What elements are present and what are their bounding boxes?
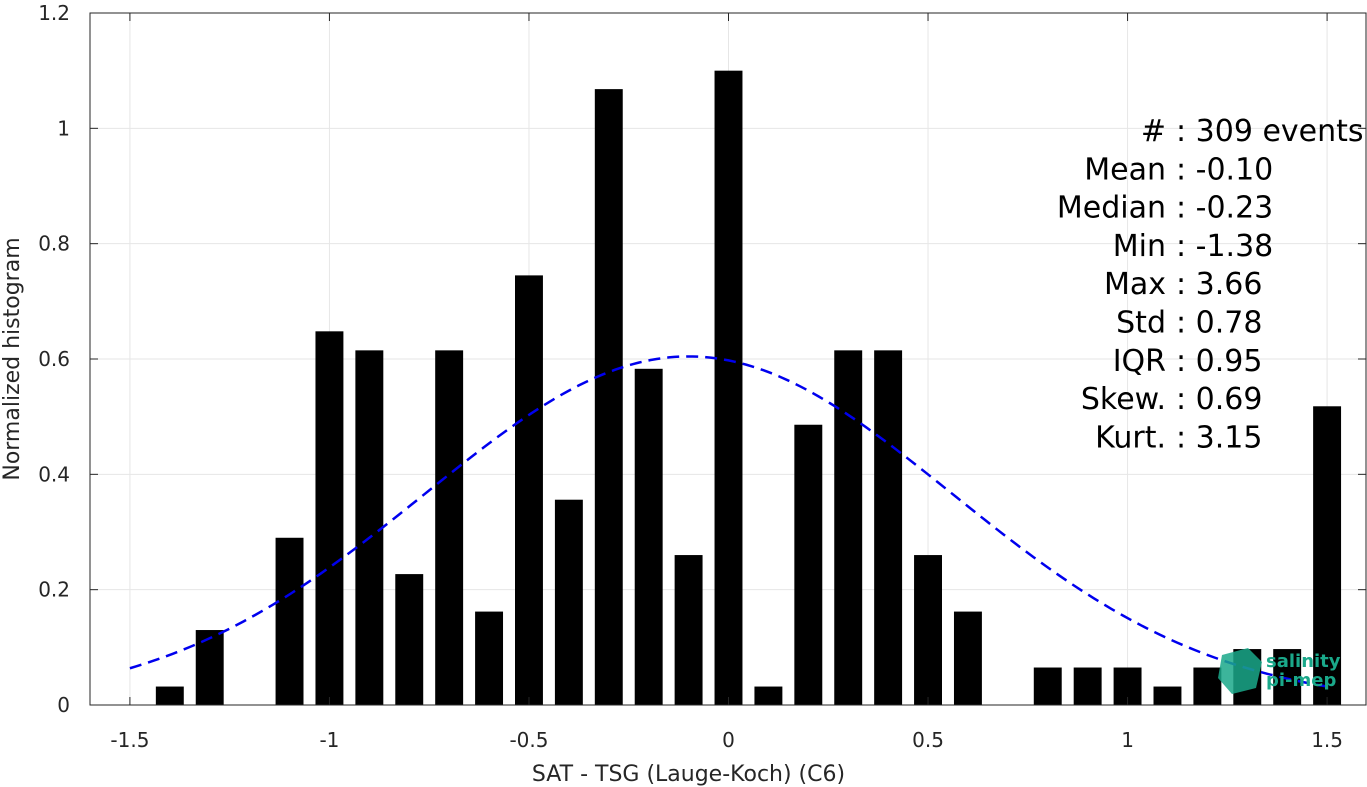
histogram-bar <box>594 89 623 706</box>
logo-text-pi-mep: pi-mep <box>1266 670 1336 691</box>
histogram-bar <box>874 350 903 705</box>
x-tick-label: -1 <box>319 728 339 752</box>
histogram-bar <box>475 611 504 705</box>
histogram-bar <box>834 350 863 705</box>
stat-label: Kurt. <box>1095 420 1166 455</box>
stat-label: Median <box>1057 191 1166 226</box>
x-tick-label: 1.5 <box>1311 728 1343 752</box>
histogram-bar <box>515 275 543 705</box>
stat-value: : -0.23 <box>1176 191 1273 226</box>
y-tick-label: 1.2 <box>38 1 70 25</box>
x-axis-ticks: -1.5 -1 -0.5 0 0.5 1 1.5 <box>110 13 1343 752</box>
y-tick-label: 1 <box>57 116 70 140</box>
stat-label: Min <box>1113 229 1166 264</box>
histogram-bar <box>1153 686 1182 705</box>
stat-label: Skew. <box>1081 382 1166 417</box>
histogram-bar <box>1313 406 1342 705</box>
logo-text-salinity: salinity <box>1266 651 1341 672</box>
x-tick-label: -1.5 <box>110 728 149 752</box>
histogram-bar <box>195 630 224 705</box>
y-tick-label: 0.4 <box>38 462 70 486</box>
y-tick-label: 0 <box>57 693 70 717</box>
histogram-bar <box>754 686 783 705</box>
y-tick-label: 0.2 <box>38 578 70 602</box>
histogram-bar <box>395 574 424 705</box>
y-tick-label: 0.8 <box>38 232 70 256</box>
x-axis-label: SAT - TSG (Lauge-Koch) (C6) <box>532 762 845 787</box>
histogram-bar <box>1073 667 1102 705</box>
histogram-bar <box>155 686 184 705</box>
histogram-bar <box>1033 667 1062 705</box>
x-tick-label: 0.5 <box>912 728 944 752</box>
logo-cube-icon <box>1218 648 1262 694</box>
statistics-annotation: # : 309 events Mean : -0.10 Median : -0.23 Mi… <box>1057 114 1364 455</box>
histogram-bar <box>794 424 823 705</box>
stat-value: : -1.38 <box>1176 229 1273 264</box>
salinity-pi-mep-logo: salinity pi-mep <box>1218 648 1341 694</box>
x-tick-label: -0.5 <box>509 728 548 752</box>
stat-label: Mean <box>1084 152 1166 187</box>
y-axis-ticks: 0 0.2 0.4 0.6 0.8 1 1.2 <box>38 1 1366 717</box>
stat-value: : 3.15 <box>1176 420 1262 455</box>
stat-value: : -0.10 <box>1176 152 1273 187</box>
stat-label: IQR <box>1113 344 1166 379</box>
histogram-bar <box>953 611 982 705</box>
stat-value: : 309 events <box>1176 114 1364 149</box>
histogram-bar <box>634 368 663 705</box>
stat-value: : 0.95 <box>1176 344 1262 379</box>
histogram-bar <box>554 499 583 705</box>
histogram-bar <box>674 555 703 705</box>
histogram-bar <box>315 331 344 705</box>
histogram-bar <box>355 350 384 705</box>
stat-value: : 3.66 <box>1176 267 1262 302</box>
histogram-bar <box>714 70 743 705</box>
y-tick-label: 0.6 <box>38 347 70 371</box>
y-axis-label: Normalized histogram <box>0 237 25 480</box>
stat-label: # <box>1141 114 1166 149</box>
stat-value: : 0.69 <box>1176 382 1262 417</box>
stat-value: : 0.78 <box>1176 306 1262 341</box>
histogram-bars <box>155 70 1342 706</box>
x-tick-label: 1 <box>1121 728 1134 752</box>
histogram-bar <box>435 350 464 705</box>
histogram-bar <box>275 537 304 705</box>
histogram-bar <box>1193 667 1222 705</box>
stat-label: Std <box>1116 306 1166 341</box>
stat-label: Max <box>1104 267 1166 302</box>
histogram-bar <box>1273 649 1302 705</box>
normal-fit-curve <box>129 355 1328 688</box>
x-tick-label: 0 <box>722 728 735 752</box>
histogram-bar <box>914 555 942 705</box>
